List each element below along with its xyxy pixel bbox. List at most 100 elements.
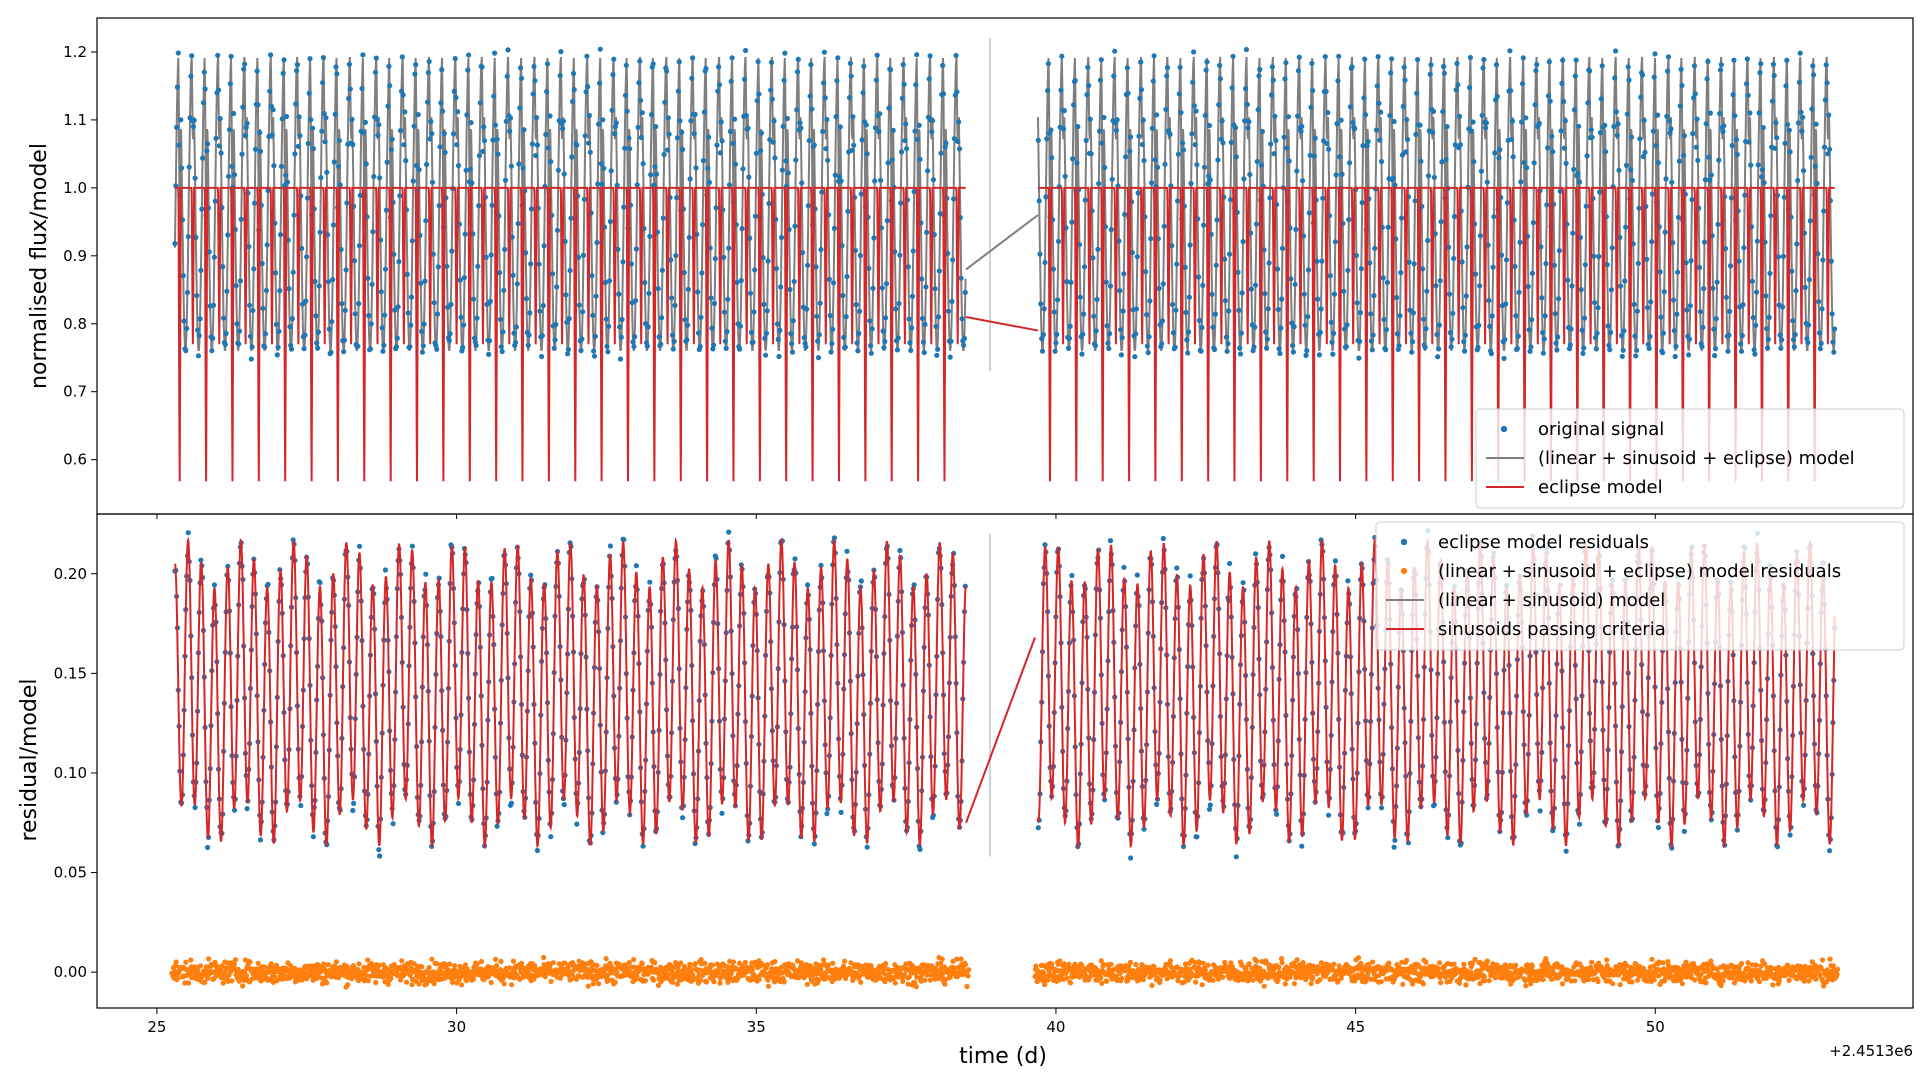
signal-point [700,222,706,228]
signal-point [1623,224,1629,230]
signal-point [368,321,374,327]
signal-point [836,174,843,180]
signal-point [922,321,928,328]
signal-point [906,316,912,322]
signal-point [1772,145,1778,151]
signal-point [1111,73,1117,79]
signal-point [1106,345,1112,352]
signal-point [1695,157,1701,163]
signal-point [500,329,506,335]
residual-point [1035,825,1041,831]
signal-point [1513,313,1519,319]
signal-point [820,128,826,135]
signal-point [945,250,951,256]
signal-point [693,165,699,171]
signal-point [895,335,901,341]
full-residual-point [229,978,235,984]
signal-point [1518,179,1524,185]
signal-point [1683,260,1689,266]
signal-point [273,270,279,276]
signal-point [1097,128,1103,134]
signal-point [724,329,730,335]
signal-point [1391,118,1397,125]
signal-point [1325,110,1331,116]
full-residual-point [669,979,676,985]
signal-point [1273,137,1279,144]
signal-point [1696,264,1703,271]
signal-point [700,158,707,164]
signal-point [695,289,701,295]
signal-point [1151,53,1157,59]
signal-point [1299,123,1305,129]
signal-point [904,146,910,152]
signal-point [1087,116,1093,122]
signal-point [410,178,416,184]
residual-point [244,806,250,812]
signal-point [1675,214,1682,220]
signal-point [425,70,431,76]
signal-point [596,121,602,127]
signal-point [1388,70,1394,76]
signal-point [739,226,745,232]
signal-point [200,100,206,106]
residual-point [455,800,462,807]
signal-point [1758,61,1764,67]
residual-point [811,841,817,847]
signal-point [1157,322,1163,328]
signal-point [607,218,614,225]
signal-point [658,341,664,347]
signal-point [1238,330,1244,336]
signal-point [1536,120,1542,126]
signal-point [1301,291,1307,297]
signal-point [610,72,616,78]
signal-point [1082,197,1088,203]
x-tick-label: 45 [1346,1018,1365,1036]
residual-point [600,830,606,836]
signal-point [212,198,218,204]
signal-point [1592,335,1599,341]
signal-point [507,128,513,134]
signal-point [940,91,947,97]
signal-point [751,309,757,315]
signal-point [1200,282,1206,288]
signal-point [947,354,953,360]
signal-point [1475,344,1481,350]
residual-point [607,543,614,549]
signal-point [1304,348,1310,354]
full-residual-point [756,976,762,983]
signal-point [1725,348,1731,354]
signal-point [914,136,921,142]
residual-point [1345,578,1351,584]
signal-point [1347,160,1353,166]
top-plot-area [172,38,1838,482]
signal-point [1450,310,1456,316]
signal-point [1061,108,1067,114]
signal-point [877,111,883,117]
signal-point [1821,208,1827,214]
signal-point [1527,348,1533,354]
signal-point [857,308,863,314]
signal-point [795,56,801,63]
signal-point [871,235,877,241]
signal-point [424,99,431,105]
signal-point [218,150,224,156]
signal-point [1510,154,1516,160]
signal-point [773,265,780,272]
signal-point [758,147,764,154]
signal-point [914,52,920,58]
signal-point [948,338,954,344]
top-legend-label: (linear + sinusoid + eclipse) model [1538,448,1855,469]
signal-point [1288,276,1294,282]
signal-point [1040,332,1046,338]
full-residual-point [173,959,179,965]
signal-point [1717,110,1723,117]
signal-point [304,195,311,201]
signal-point [1693,144,1699,150]
signal-point [1515,333,1521,339]
signal-point [680,146,686,153]
bottom-y-tick-label: 0.10 [54,764,87,782]
residual-point [356,543,363,549]
signal-point [1808,154,1814,160]
signal-point [1399,152,1406,158]
signal-point [911,189,917,195]
